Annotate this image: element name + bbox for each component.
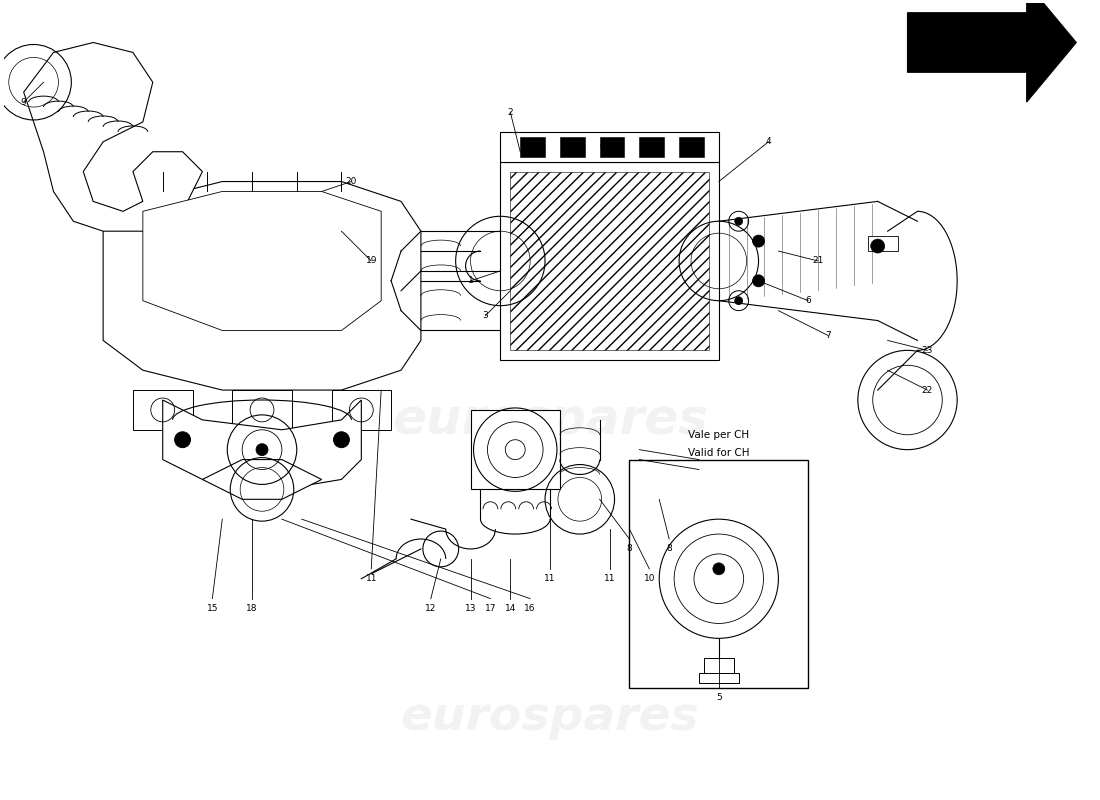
Polygon shape [24,42,202,231]
Text: 11: 11 [544,574,556,583]
Bar [600,137,625,157]
Circle shape [752,275,764,286]
Polygon shape [143,191,382,330]
Bar [704,658,734,673]
Circle shape [175,432,190,448]
Circle shape [735,297,743,305]
Text: Valid for CH: Valid for CH [689,448,749,458]
Text: 6: 6 [805,296,811,305]
Text: eurospares: eurospares [400,695,700,740]
Polygon shape [163,400,361,490]
Bar [510,171,708,350]
Bar [560,137,585,157]
Text: 17: 17 [485,604,496,613]
Bar [471,410,560,490]
Text: 13: 13 [465,604,476,613]
Bar [639,137,664,157]
Text: 1: 1 [468,276,473,286]
Text: 7: 7 [825,331,830,340]
Text: 14: 14 [505,604,516,613]
Bar [679,137,704,157]
Polygon shape [202,459,321,499]
Text: eurospares: eurospares [392,396,708,444]
Polygon shape [331,390,392,430]
Text: 21: 21 [813,257,824,266]
Text: 2: 2 [507,107,513,117]
Bar [500,132,718,162]
Bar [868,236,898,251]
Text: 19: 19 [365,257,377,266]
Circle shape [333,432,350,448]
Text: Vale per CH: Vale per CH [689,430,749,440]
Text: 11: 11 [604,574,615,583]
Text: 5: 5 [716,694,722,702]
Circle shape [752,235,764,247]
Bar [629,459,808,688]
Text: 9: 9 [21,98,26,106]
Bar [500,162,718,360]
Circle shape [713,563,725,574]
Text: 10: 10 [644,574,656,583]
Circle shape [735,218,743,226]
Text: 8: 8 [667,545,672,554]
Polygon shape [103,182,421,390]
Text: FERRARI: FERRARI [600,144,620,150]
Bar [520,137,544,157]
Text: 11: 11 [365,574,377,583]
Bar [698,673,739,683]
Text: 12: 12 [425,604,437,613]
Text: 15: 15 [207,604,218,613]
Polygon shape [232,390,292,430]
Text: 4: 4 [766,138,771,146]
Text: 3: 3 [483,311,488,320]
Text: 16: 16 [525,604,536,613]
Text: 20: 20 [345,177,358,186]
Text: 22: 22 [922,386,933,394]
Polygon shape [133,390,192,430]
Circle shape [256,444,268,456]
Text: 18: 18 [246,604,257,613]
Circle shape [871,239,884,253]
Text: 23: 23 [922,346,933,355]
Text: 8: 8 [627,545,632,554]
Polygon shape [908,0,1076,102]
